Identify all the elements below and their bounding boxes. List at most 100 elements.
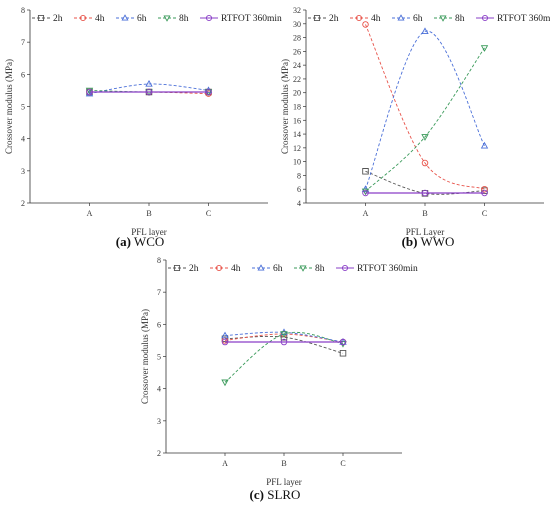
legend-marker (355, 14, 363, 22)
panel-caption-name: SLRO (264, 487, 300, 502)
y-tick-label: 5 (157, 353, 161, 362)
y-tick-label: 7 (21, 38, 25, 47)
y-tick-label: 3 (21, 167, 25, 176)
y-tick-label: 4 (21, 135, 25, 144)
series-line (224, 331, 344, 343)
y-tick-label: 6 (21, 70, 25, 79)
data-point (339, 338, 347, 346)
x-tick-label: C (340, 459, 345, 468)
data-point (339, 350, 347, 357)
legend-marker (439, 15, 447, 22)
legend-marker (37, 14, 45, 22)
legend: 2h 4h 6h 8h RTFOT 360min (32, 14, 282, 24)
legend-label: 4h (371, 14, 381, 24)
legend-marker (79, 14, 87, 22)
data-point (481, 185, 488, 193)
x-tick-label: B (146, 209, 151, 218)
series-line (89, 91, 209, 95)
series-6h (85, 79, 213, 97)
data-point (145, 79, 153, 87)
x-axis-label: PFL Layer (406, 227, 444, 237)
y-tick-label: 4 (157, 385, 161, 394)
x-tick-label: A (363, 209, 369, 218)
data-point (280, 331, 288, 338)
chart-panel-wco: 2 3 4 5 6 7 8 A B C PFL layer Crossover modulus (MP… (4, 6, 282, 249)
data-point (221, 338, 229, 346)
series-line (365, 24, 485, 190)
series-4h (221, 330, 347, 346)
y-axis-label: Crossover modulus (MPa) (140, 309, 150, 404)
data-point (361, 188, 370, 196)
legend: 2h 4h 6h 8h RTFOT 360min (308, 14, 550, 24)
panel-caption: (a) WCO (116, 234, 165, 249)
data-point (145, 88, 153, 96)
legend-label: 2h (53, 14, 63, 24)
x-axis-label: PFL layer (266, 477, 301, 487)
x-tick-label: B (281, 459, 286, 468)
legend-marker (121, 14, 129, 21)
y-tick-label: 3 (157, 417, 161, 426)
legend-marker (481, 14, 489, 22)
x-tick-label: B (422, 209, 427, 218)
y-tick-label: 18 (293, 103, 301, 112)
data-point (362, 21, 369, 28)
y-tick-label: 10 (293, 158, 301, 167)
legend-marker (299, 265, 307, 272)
x-tick-label: A (222, 459, 228, 468)
legend-label: RTFOT 360min (497, 14, 550, 24)
y-axis-label: Crossover modulus (MPa) (4, 59, 14, 154)
legend-marker (205, 14, 213, 22)
series-8h (361, 45, 489, 196)
legend-label: 2h (189, 264, 199, 274)
y-axis-label: Crossover modulus (MPa) (280, 59, 290, 154)
data-point (480, 45, 489, 52)
legend-marker (257, 264, 265, 271)
panel-caption-letter: (c) (250, 487, 264, 502)
series-6h (361, 27, 489, 192)
legend-label: RTFOT 360min (221, 14, 282, 24)
data-point (221, 331, 229, 339)
legend-label: RTFOT 360min (357, 264, 418, 274)
data-point (280, 338, 288, 346)
y-tick-label: 12 (293, 144, 301, 153)
x-tick-label: C (482, 209, 487, 218)
legend-label: 8h (179, 14, 189, 24)
chart-panel-slro: 2 3 4 5 6 7 8 A B C PFL layer Crossover modulus (MP… (140, 256, 418, 502)
legend: 2h 4h 6h 8h RTFOT 360min (168, 264, 418, 274)
x-tick-label: C (206, 209, 211, 218)
panel-caption: (b) WWO (402, 234, 455, 249)
series-line (224, 333, 344, 343)
legend-label: 2h (329, 14, 339, 24)
legend-marker (341, 264, 349, 272)
data-point (480, 141, 489, 149)
legend-marker (163, 15, 171, 22)
legend-label: 4h (231, 264, 241, 274)
legend-label: 4h (95, 14, 105, 24)
y-tick-label: 8 (297, 171, 301, 180)
x-tick-label: A (87, 209, 93, 218)
legend-marker (313, 14, 321, 22)
legend-label: 6h (273, 264, 283, 274)
y-tick-label: 20 (293, 89, 301, 98)
series-rtfot-360min (86, 88, 212, 96)
y-tick-label: 7 (157, 288, 161, 297)
y-tick-label: 22 (293, 75, 301, 84)
data-point (362, 189, 369, 197)
legend-marker (173, 264, 181, 272)
y-tick-label: 2 (157, 449, 161, 458)
data-point (481, 189, 488, 197)
legend-marker (397, 14, 405, 21)
legend-label: 8h (315, 264, 325, 274)
panel-caption-name: WWO (417, 234, 454, 249)
x-axis-label: PFL layer (131, 227, 166, 237)
data-point (421, 27, 429, 35)
data-point (421, 134, 429, 141)
data-point (85, 89, 94, 97)
legend-label: 6h (413, 14, 423, 24)
series-line (89, 83, 209, 95)
y-tick-label: 2 (21, 199, 25, 208)
series-rtfot-360min (362, 189, 488, 197)
y-tick-label: 6 (297, 185, 301, 194)
y-tick-label: 8 (157, 256, 161, 265)
